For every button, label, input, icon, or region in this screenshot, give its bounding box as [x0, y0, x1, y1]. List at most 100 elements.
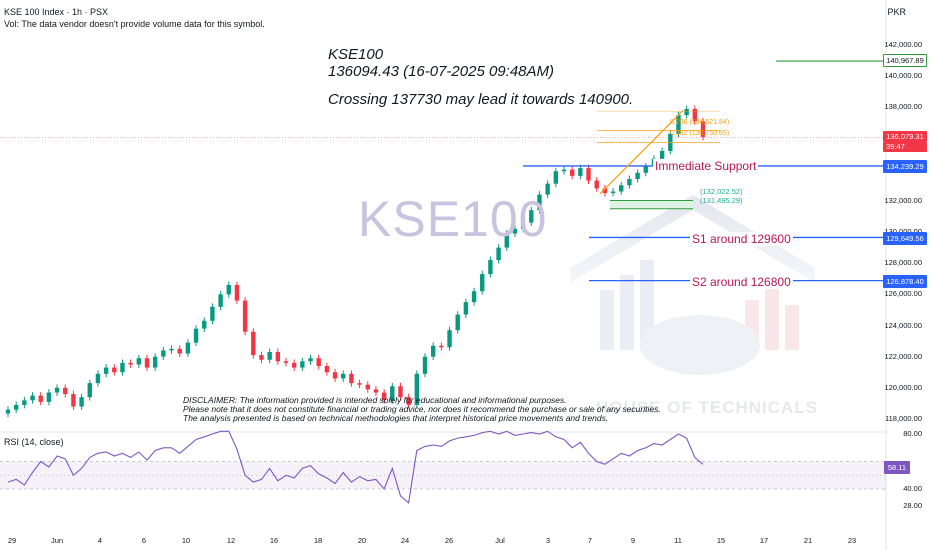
price-tick-label: 130,000.00 — [884, 227, 922, 236]
candle — [553, 171, 559, 184]
candle — [480, 274, 485, 292]
candle — [529, 210, 534, 223]
candle — [242, 300, 248, 332]
time-tick-label: Jul — [495, 536, 505, 545]
price-overlays — [0, 60, 886, 282]
disclaimer: DISCLAIMER: The information provided is … — [183, 395, 661, 424]
candle — [161, 350, 166, 357]
level-label-s1: S1 around 129600 — [690, 232, 793, 246]
candle — [79, 397, 84, 407]
candle — [5, 409, 11, 414]
time-tick-label: 21 — [803, 536, 813, 545]
target-price-tag: 140,967.89 — [883, 54, 927, 67]
price-tick-label: 126,000.00 — [884, 289, 922, 299]
time-tick-label: 29 — [7, 536, 17, 545]
zone-label-lower: (131,495.29) — [700, 196, 743, 205]
candle — [488, 260, 493, 275]
candle — [63, 387, 68, 395]
candle — [275, 351, 281, 362]
candle — [504, 233, 509, 248]
candle — [234, 284, 240, 301]
candle — [54, 387, 60, 393]
candle — [218, 294, 223, 307]
title-price: 136094.43 (16-07-2025 09:48AM) — [328, 63, 554, 80]
candle — [422, 356, 428, 374]
candle — [185, 342, 191, 354]
rsi-tick-label: 28.00 — [903, 500, 922, 510]
candle — [414, 373, 420, 405]
candle — [373, 389, 379, 393]
price-tick-label: 128,000.00 — [884, 258, 922, 268]
candle — [439, 345, 444, 348]
price-tick-label: 122,000.00 — [884, 351, 922, 361]
candle — [627, 179, 632, 186]
time-tick-label: Jun — [50, 536, 64, 545]
title-name: KSE100 — [328, 46, 384, 63]
symbol-watermark: KSE100 — [358, 191, 548, 247]
disclaimer-line: Please note that it does not constitute … — [183, 404, 661, 415]
price-tick-label: 142,000.00 — [884, 40, 922, 49]
candle — [390, 386, 395, 401]
title-note: Crossing 137730 may lead it towards 1409… — [328, 91, 634, 108]
rsi-line — [7, 430, 704, 504]
candle — [30, 395, 35, 401]
price-tick-label: 120,000.00 — [884, 382, 922, 392]
time-tick-label: 23 — [847, 536, 857, 545]
candle — [471, 291, 477, 303]
candle — [520, 222, 526, 229]
analysis-title: KSE100 136094.43 (16-07-2025 09:48AM) Cr… — [328, 46, 633, 108]
time-tick-label: 3 — [545, 536, 551, 545]
rsi-pane — [0, 430, 886, 504]
candle — [349, 373, 354, 384]
s2-tag: 126,878.40 — [883, 275, 927, 288]
time-tick-label: 26 — [444, 536, 454, 545]
volume-note: Vol: The data vendor doesn't provide vol… — [4, 19, 265, 29]
candle — [308, 358, 313, 362]
level-label-s2: S2 around 126800 — [690, 275, 793, 289]
candle — [87, 383, 92, 398]
zone-label-upper: (132,022.52) — [700, 187, 743, 196]
candle — [95, 373, 101, 384]
rsi-indicator-label[interactable]: RSI (14, close) — [4, 437, 64, 447]
candle — [144, 358, 150, 368]
fib-label-0236: 0.236 (136,521.84) — [670, 119, 730, 126]
candle — [136, 358, 142, 365]
time-tick-label: 15 — [716, 536, 726, 545]
symbol-title: KSE 100 Index · 1h · PSX — [4, 7, 109, 17]
time-tick-label: 11 — [674, 536, 682, 545]
rsi-value-tag: 58.11 — [884, 461, 910, 474]
candle — [561, 169, 567, 172]
price-tick-label: 140,000.00 — [884, 71, 922, 81]
candle — [341, 373, 346, 379]
time-tick-label: 10 — [181, 536, 191, 545]
time-tick-label: 17 — [759, 536, 769, 545]
candle — [103, 367, 109, 374]
candle — [455, 314, 460, 331]
candle — [463, 302, 469, 315]
candle — [447, 330, 452, 348]
price-tick-label: 124,000.00 — [884, 320, 922, 330]
price-tick-label: 138,000.00 — [884, 102, 922, 112]
candle — [324, 366, 330, 373]
candle — [619, 185, 624, 192]
immediate-support-tag: 134,239.29 — [883, 160, 927, 173]
rsi-tick-label: 80.00 — [903, 429, 922, 438]
currency-label: PKR — [887, 7, 906, 17]
candle — [692, 108, 698, 122]
time-tick-label: 20 — [357, 536, 367, 545]
candle — [684, 108, 689, 116]
rsi-band — [0, 461, 886, 489]
candle — [398, 386, 403, 398]
candle — [676, 115, 681, 134]
fib-trend-line — [599, 109, 684, 195]
candle — [71, 394, 76, 407]
candle — [46, 392, 52, 402]
time-tick-label: 9 — [630, 536, 636, 545]
candle — [283, 361, 289, 363]
level-label-immediate-support: Immediate Support — [653, 159, 759, 173]
candle — [537, 194, 542, 211]
candle — [169, 348, 174, 351]
candle — [512, 228, 518, 234]
fib-label-0382: 0.382 (135,750.65) — [670, 130, 730, 137]
candle — [128, 362, 133, 365]
